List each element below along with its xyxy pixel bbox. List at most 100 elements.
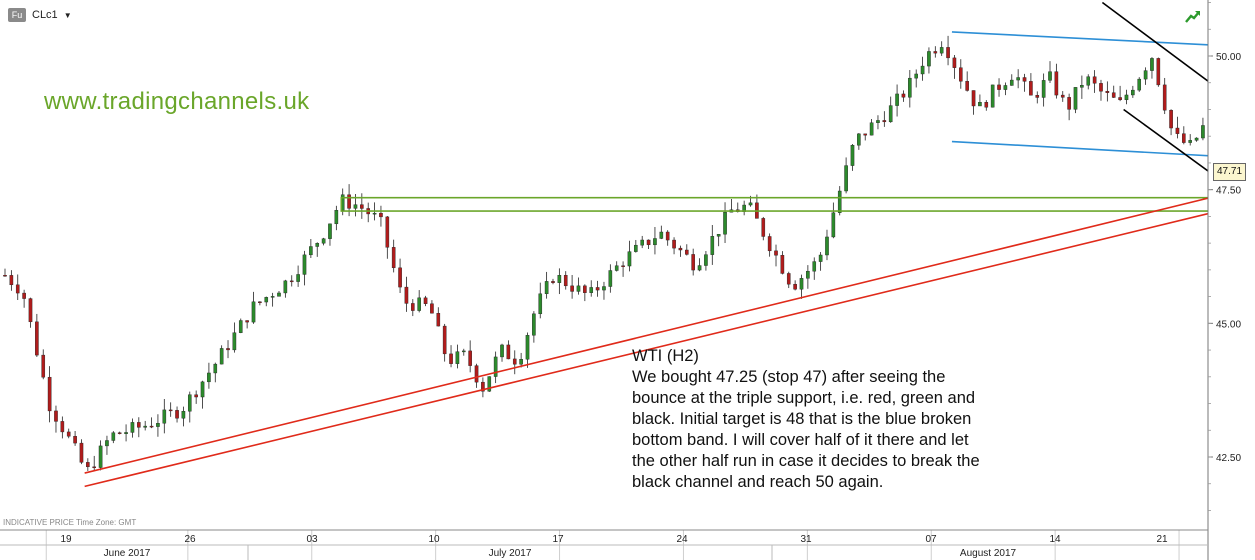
candle-body xyxy=(1009,79,1014,86)
candle-body xyxy=(398,267,402,288)
candle-body xyxy=(41,354,46,378)
candle-body xyxy=(1188,140,1192,143)
candle-body xyxy=(685,249,689,255)
candle-body xyxy=(1162,84,1167,111)
candle-body xyxy=(309,246,313,256)
candle-body xyxy=(1029,81,1033,96)
candle-body xyxy=(544,281,549,295)
candle-body xyxy=(385,216,390,248)
candle-body xyxy=(634,244,638,252)
candle-body xyxy=(525,335,530,360)
candle-body xyxy=(697,265,702,271)
candle-body xyxy=(79,442,84,463)
candle-body xyxy=(404,286,409,304)
indicative-price-info: INDICATIVE PRICE Time Zone: GMT xyxy=(3,518,137,527)
candle-body xyxy=(971,90,976,107)
candle-body xyxy=(965,81,969,91)
candle-body xyxy=(468,350,472,366)
candle-body xyxy=(589,287,594,293)
candle-body xyxy=(557,275,562,283)
month-label: August 2017 xyxy=(960,548,1017,559)
candle-body xyxy=(162,409,167,424)
candle-body xyxy=(774,250,778,256)
candle-body xyxy=(806,270,810,279)
black-trend-line xyxy=(1123,108,1255,207)
candle-body xyxy=(111,432,116,441)
candle-body xyxy=(334,210,339,225)
candle-body xyxy=(1022,77,1027,82)
candle-body xyxy=(1016,77,1020,81)
candle-body xyxy=(1169,109,1173,129)
candle-body xyxy=(1118,97,1122,101)
candle-body xyxy=(232,332,237,351)
candle-body xyxy=(825,236,829,256)
candle-body xyxy=(143,425,147,428)
candle-body xyxy=(1080,85,1084,88)
x-tick-label: 17 xyxy=(552,534,564,545)
candle-body xyxy=(812,261,817,272)
candle-body xyxy=(455,351,460,364)
candle-body xyxy=(277,292,281,297)
note-line: We bought 47.25 (stop 47) after seeing t… xyxy=(632,368,946,386)
candle-body xyxy=(799,278,804,290)
candle-body xyxy=(570,285,574,292)
candle-body xyxy=(895,93,899,106)
candle-body xyxy=(1150,58,1154,71)
x-tick-label: 10 xyxy=(428,534,440,545)
candle-body xyxy=(939,47,944,54)
candle-body xyxy=(512,358,517,365)
candle-body xyxy=(156,423,160,427)
candle-body xyxy=(47,376,52,412)
x-tick-label: 14 xyxy=(1049,534,1061,545)
candle-body xyxy=(1035,95,1040,98)
candle-body xyxy=(627,251,632,267)
candle-body xyxy=(659,231,664,239)
candle-body xyxy=(1067,97,1071,110)
candle-body xyxy=(767,236,772,252)
candle-body xyxy=(168,409,173,412)
candle-body xyxy=(780,255,785,274)
futures-badge: Fu xyxy=(8,8,26,22)
price-axis-bg xyxy=(1208,0,1255,560)
watermark-url: www.tradingchannels.uk xyxy=(44,88,310,115)
candle-body xyxy=(417,297,421,311)
candle-body xyxy=(990,84,995,108)
candle-body xyxy=(238,320,243,333)
candle-body xyxy=(869,122,874,136)
caret-down-icon[interactable]: ▼ xyxy=(63,10,72,20)
trend-up-icon[interactable] xyxy=(1184,8,1202,24)
month-label: July 2017 xyxy=(489,548,532,559)
candle-body xyxy=(461,350,466,353)
candle-body xyxy=(653,238,657,246)
candle-body xyxy=(181,411,186,419)
x-tick-label: 03 xyxy=(306,534,318,545)
candle-body xyxy=(487,376,492,392)
month-label: June 2017 xyxy=(104,548,151,559)
candle-body xyxy=(646,239,651,246)
candle-body xyxy=(506,344,511,360)
candle-body xyxy=(882,120,887,123)
candle-body xyxy=(66,431,71,437)
candle-body xyxy=(130,422,135,433)
candle-body xyxy=(614,265,619,271)
x-tick-label: 24 xyxy=(676,534,688,545)
candle-body xyxy=(449,353,453,364)
candle-body xyxy=(888,105,893,123)
candle-body xyxy=(1060,94,1065,98)
symbol-selector[interactable]: Fu CLc1 ▼ xyxy=(8,8,72,22)
note-line: black. Initial target is 48 that is the … xyxy=(632,410,972,428)
green-support-zone xyxy=(340,196,1255,212)
candle-body xyxy=(328,223,332,239)
candle-body xyxy=(831,212,836,238)
current-price-tag: 47.71 xyxy=(1213,163,1247,181)
candle-body xyxy=(1182,133,1186,143)
candle-body xyxy=(786,273,791,285)
candle-body xyxy=(920,65,925,75)
candle-body xyxy=(258,301,262,304)
candle-body xyxy=(672,239,676,249)
candle-body xyxy=(137,422,141,428)
candle-body xyxy=(608,270,613,287)
candle-body xyxy=(1105,91,1110,93)
candle-body xyxy=(1175,127,1180,134)
candle-body xyxy=(1156,58,1161,86)
